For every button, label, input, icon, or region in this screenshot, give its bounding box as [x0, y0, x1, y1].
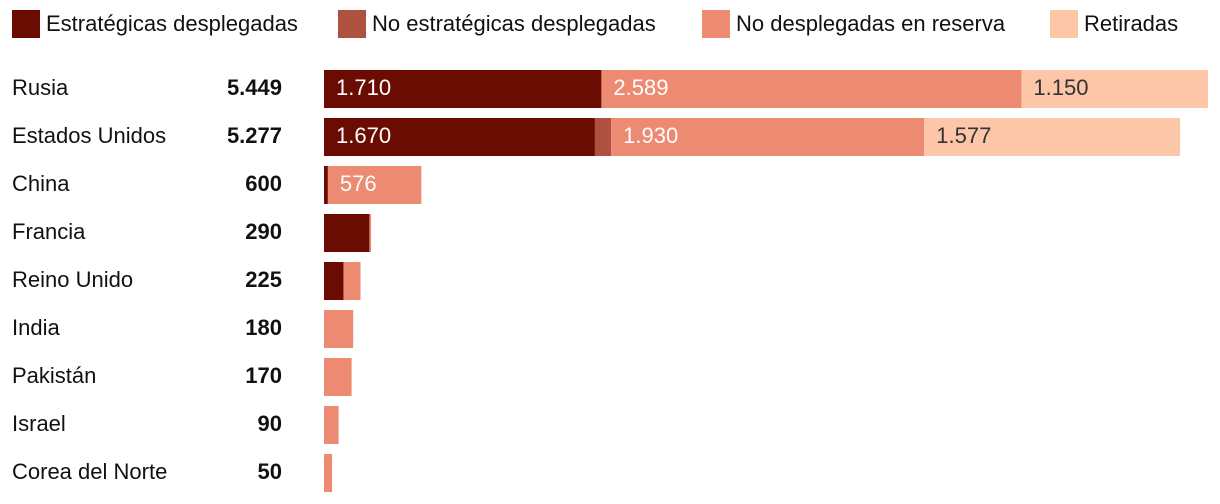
- value-label: 2.589: [613, 75, 668, 100]
- legend-label: No estratégicas desplegadas: [372, 11, 656, 36]
- bar-segment: [1021, 70, 1208, 108]
- total-label: 5.277: [227, 123, 282, 148]
- category-label: Corea del Norte: [12, 459, 167, 484]
- bar-segment: [324, 406, 339, 444]
- value-label: 1.670: [336, 123, 391, 148]
- bar-segment: [369, 214, 372, 252]
- total-label: 225: [245, 267, 282, 292]
- bar-segment: [324, 214, 370, 252]
- category-label: Israel: [12, 411, 66, 436]
- bar-segment: [924, 118, 1181, 156]
- bar-segment: [324, 454, 333, 492]
- bar-segment: [343, 262, 361, 300]
- category-label: Pakistán: [12, 363, 96, 388]
- bar-segment: [324, 262, 344, 300]
- bar-segment: [601, 70, 1022, 108]
- value-label: 576: [340, 171, 377, 196]
- legend-label: Estratégicas desplegadas: [46, 11, 298, 36]
- bar-segment: [324, 70, 602, 108]
- legend-swatch: [1050, 10, 1078, 38]
- bar-segment: [324, 118, 595, 156]
- value-label: 1.150: [1033, 75, 1088, 100]
- legend-swatch: [702, 10, 730, 38]
- value-label: 1.577: [936, 123, 991, 148]
- category-label: China: [12, 171, 70, 196]
- bar-segment: [324, 166, 328, 204]
- total-label: 600: [245, 171, 282, 196]
- category-label: Rusia: [12, 75, 69, 100]
- total-label: 50: [258, 459, 282, 484]
- legend-label: Retiradas: [1084, 11, 1178, 36]
- bar-segment: [327, 166, 422, 204]
- legend-label: No desplegadas en reserva: [736, 11, 1006, 36]
- legend-swatch: [338, 10, 366, 38]
- total-label: 5.449: [227, 75, 282, 100]
- value-label: 1.710: [336, 75, 391, 100]
- bar-segment: [594, 118, 612, 156]
- total-label: 180: [245, 315, 282, 340]
- bar-segment: [324, 358, 352, 396]
- category-label: India: [12, 315, 60, 340]
- category-label: Francia: [12, 219, 86, 244]
- value-label: 1.930: [623, 123, 678, 148]
- legend-swatch: [12, 10, 40, 38]
- bar-segment: [611, 118, 925, 156]
- category-label: Reino Unido: [12, 267, 133, 292]
- total-label: 90: [258, 411, 282, 436]
- bar-segment: [324, 310, 354, 348]
- total-label: 170: [245, 363, 282, 388]
- category-label: Estados Unidos: [12, 123, 166, 148]
- total-label: 290: [245, 219, 282, 244]
